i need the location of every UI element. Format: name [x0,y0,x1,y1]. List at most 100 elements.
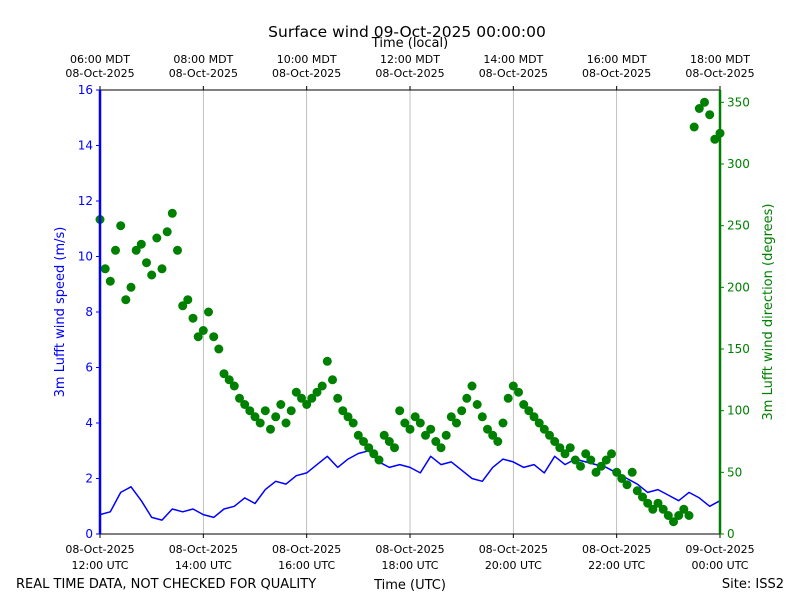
direction-point [162,227,172,237]
left-tick-label: 16 [78,83,93,97]
top-tick-time: 08:00 MDT [173,53,233,66]
direction-point [353,430,363,440]
direction-point [317,381,327,391]
direction-point [297,393,306,403]
bottom-tick-time: 16:00 UTC [278,559,335,572]
bottom-tick-date: 09-Oct-2025 [685,543,754,556]
direction-point [508,381,518,391]
direction-point [266,424,275,434]
direction-point [100,264,110,274]
direction-point [488,430,498,440]
direction-point [514,387,523,397]
direction-point [276,400,286,409]
direction-point [152,233,162,243]
direction-series [95,97,725,527]
direction-point [503,393,513,403]
direction-point [384,437,394,446]
direction-point [121,295,131,305]
footer-site-label: Site: ISS2 [722,577,784,592]
direction-point [493,437,503,446]
direction-point [638,492,647,502]
direction-point [421,430,430,440]
direction-point [462,393,472,403]
direction-point [142,258,151,268]
direction-point [240,400,250,409]
direction-point [710,134,720,144]
direction-point [271,412,281,422]
left-axis-title: 3m Lufft wind speed (m/s) [53,227,68,398]
direction-point [126,282,136,292]
direction-point [250,412,260,422]
left-tick-label: 4 [85,416,93,430]
direction-point [307,393,317,403]
direction-point [534,418,544,428]
direction-point [379,430,389,440]
left-tick-label: 14 [78,139,93,153]
direction-point [235,393,244,403]
bottom-tick-date: 08-Oct-2025 [479,543,548,556]
left-tick-label: 0 [85,527,93,541]
direction-point [669,517,678,527]
direction-point [477,412,487,422]
direction-point [565,443,575,453]
direction-point [131,245,141,255]
bottom-tick-date: 08-Oct-2025 [375,543,444,556]
top-tick-date: 08-Oct-2025 [582,67,651,80]
direction-point [519,400,529,409]
top-tick-time: 10:00 MDT [277,53,337,66]
direction-point [472,400,482,409]
direction-point [328,375,337,385]
direction-point [204,307,213,317]
direction-point [136,239,146,249]
direction-point [529,412,539,422]
plot-frame [98,89,722,535]
direction-point [622,480,632,490]
direction-point [183,295,193,305]
direction-point [431,437,441,446]
direction-point [359,437,368,446]
bottom-tick-time: 12:00 UTC [71,559,128,572]
direction-point [400,418,410,428]
direction-point [684,511,694,520]
direction-point [390,443,399,453]
right-tick-label: 250 [727,219,750,233]
direction-point [674,511,684,520]
direction-point [607,449,616,459]
direction-point [436,443,446,453]
top-tick-date: 08-Oct-2025 [375,67,444,80]
direction-point [173,245,182,255]
top-axis-ticks: 06:00 MDT 08-Oct-2025 08:00 MDT 08-Oct-2025… [65,53,755,90]
direction-point [617,474,627,483]
top-tick-time: 16:00 MDT [587,53,647,66]
direction-point [214,344,224,354]
direction-point [524,406,534,416]
chart-title: Surface wind 09-Oct-2025 00:00:00 [268,23,546,41]
direction-point [343,412,353,422]
right-tick-label: 350 [727,95,750,109]
direction-point [302,400,312,409]
direction-point [627,467,637,477]
bottom-tick-time: 14:00 UTC [175,559,232,572]
direction-point [333,393,343,403]
direction-point [632,486,642,496]
direction-point [111,245,120,255]
top-tick-time: 06:00 MDT [70,53,130,66]
bottom-tick-time: 00:00 UTC [691,559,748,572]
right-tick-label: 150 [727,342,750,356]
bottom-tick-date: 08-Oct-2025 [272,543,341,556]
right-tick-label: 200 [727,280,750,294]
direction-point [374,455,384,465]
direction-point [291,387,301,397]
right-tick-label: 100 [727,404,750,418]
right-tick-label: 300 [727,157,750,171]
direction-point [457,406,467,416]
left-axis-ticks: 0 2 4 6 8 10 12 14 16 [78,83,100,541]
direction-point [193,332,203,342]
direction-point [591,467,601,477]
direction-point [586,455,596,465]
bottom-tick-date: 08-Oct-2025 [169,543,238,556]
direction-point [467,381,477,391]
direction-point [426,424,436,434]
left-tick-label: 6 [85,361,93,375]
direction-point [364,443,374,453]
